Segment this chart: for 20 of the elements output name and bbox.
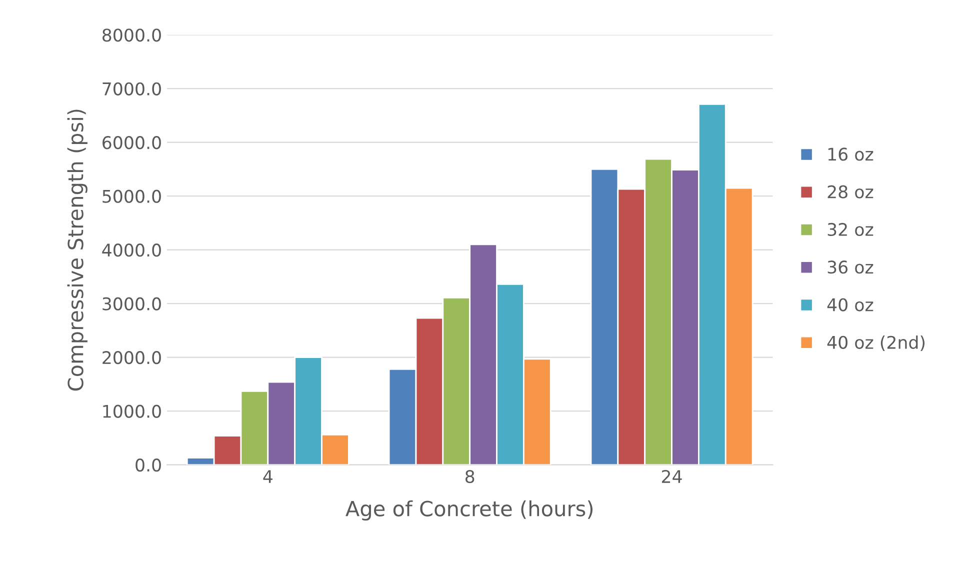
y-tick-label: 7000.0 — [102, 82, 161, 96]
y-tick-label: 6000.0 — [102, 136, 161, 150]
y-tick-label: 0.0 — [136, 458, 161, 472]
y-tick-label: 8000.0 — [102, 28, 161, 42]
legend-label: 40 oz — [827, 298, 874, 312]
x-tick-label: 24 — [662, 470, 682, 483]
y-axis-title: Compressive Strength (psi) — [67, 110, 88, 391]
y-tick-label: 2000.0 — [102, 351, 161, 364]
y-tick-label: 3000.0 — [102, 297, 161, 310]
y-tick-label: 1000.0 — [103, 404, 161, 418]
legend-label: 16 oz — [828, 148, 874, 161]
legend-label: 28 oz — [828, 185, 874, 198]
x-tick-label: 4 — [263, 470, 272, 483]
x-tick-label: 8 — [466, 470, 474, 484]
legend-label: 36 oz — [828, 260, 874, 274]
y-tick-label: 5000.0 — [102, 190, 161, 203]
legend-label: 40 oz (2nd) — [827, 336, 925, 351]
x-axis-title: Age of Concrete (hours) — [346, 500, 593, 521]
legend-label: 32 oz — [828, 222, 874, 236]
y-tick-label: 4000.0 — [102, 244, 161, 257]
